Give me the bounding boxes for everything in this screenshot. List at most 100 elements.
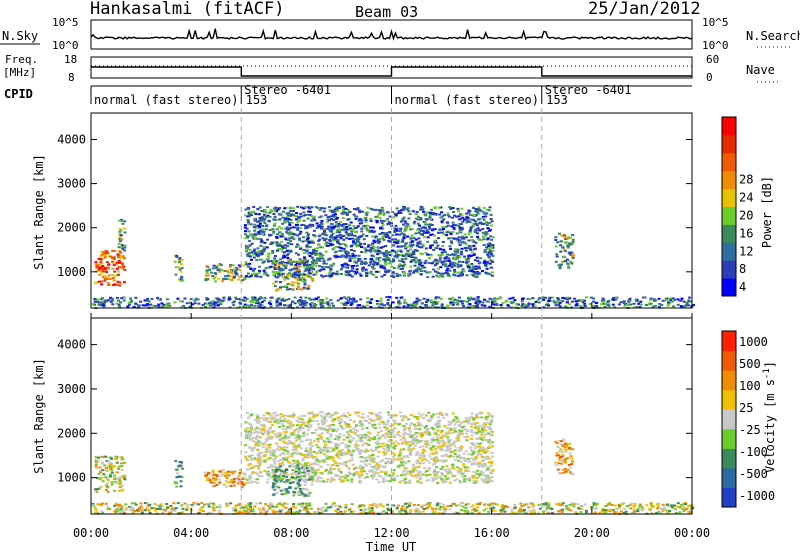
echo-cell: [234, 267, 238, 269]
echo-cell: [268, 216, 272, 218]
echo-cell: [421, 448, 425, 451]
echo-cell: [402, 237, 406, 240]
echo-cell: [402, 473, 406, 476]
echo-cell: [224, 474, 227, 477]
echo-cell: [215, 484, 219, 486]
echo-cell: [408, 481, 412, 484]
echo-cell: [467, 239, 471, 242]
echo-cell: [237, 264, 241, 267]
echo-cell: [281, 424, 285, 427]
echo-cell: [302, 435, 306, 438]
echo-cell: [365, 426, 369, 429]
echo-cell: [430, 427, 434, 429]
echo-cell: [331, 243, 335, 246]
echo-cell: [134, 302, 138, 305]
echo-cell: [651, 305, 655, 308]
echo-cell: [118, 489, 121, 492]
echo-cell: [249, 459, 253, 462]
echo-cell: [381, 266, 385, 269]
echo-cell: [179, 279, 183, 282]
echo-cell: [109, 296, 113, 299]
echo-cell: [165, 303, 169, 306]
echo-cell: [119, 251, 123, 254]
echo-cell: [325, 448, 329, 451]
echo-cell: [300, 261, 304, 264]
echo-cell: [333, 251, 337, 254]
echo-cell: [491, 469, 495, 472]
echo-cell: [237, 298, 241, 300]
echo-cell: [416, 432, 420, 434]
echo-cell: [115, 455, 119, 458]
echo-cell: [440, 231, 444, 234]
echo-cell: [467, 420, 471, 423]
echo-cell: [339, 470, 343, 473]
echo-cell: [457, 210, 460, 213]
echo-cell: [365, 211, 369, 214]
echo-cell: [379, 209, 383, 212]
echo-cell: [342, 296, 346, 299]
echo-cell: [355, 412, 359, 415]
echo-cell: [396, 245, 400, 248]
echo-cell: [474, 241, 478, 244]
echo-cell: [472, 476, 475, 479]
echo-cell: [97, 302, 101, 305]
freq-line: [91, 66, 692, 77]
echo-cell: [349, 304, 353, 306]
echo-cell: [311, 432, 315, 434]
echo-cell: [276, 233, 280, 236]
echo-cell: [482, 244, 486, 246]
echo-cell: [385, 296, 389, 299]
echo-cell: [367, 264, 371, 267]
echo-cell: [308, 272, 312, 275]
echo-cell: [311, 471, 315, 474]
echo-cell: [423, 236, 427, 239]
echo-cell: [258, 229, 262, 232]
echo-cell: [481, 427, 485, 430]
echo-cell: [272, 232, 276, 235]
cpid-segment-label: normal (fast stereo) 153: [395, 93, 568, 107]
echo-cell: [329, 435, 333, 438]
echo-cell: [459, 231, 463, 234]
echo-cell: [270, 210, 274, 213]
echo-cell: [365, 272, 369, 275]
echo-cell: [296, 287, 300, 290]
echo-cell: [460, 447, 464, 450]
echo-cell: [352, 213, 356, 216]
echo-cell: [667, 301, 670, 304]
echo-cell: [180, 263, 183, 266]
echo-cell: [362, 225, 366, 228]
echo-cell: [483, 425, 487, 428]
echo-cell: [396, 239, 400, 242]
echo-cell: [541, 296, 545, 299]
echo-cell: [246, 304, 250, 307]
echo-cell: [297, 462, 301, 465]
echo-cell: [418, 478, 422, 481]
echo-cell: [95, 467, 99, 469]
echo-cell: [314, 304, 318, 306]
echo-cell: [213, 304, 217, 307]
echo-cell: [488, 243, 492, 246]
echo-cell: [371, 460, 375, 463]
echo-cell: [264, 273, 268, 276]
echo-cell: [566, 246, 570, 249]
echo-cell: [317, 300, 321, 303]
echo-cell: [445, 265, 449, 268]
echo-cell: [435, 412, 439, 415]
echo-cell: [440, 275, 444, 278]
echo-cell: [196, 298, 200, 301]
echo-cell: [390, 431, 394, 434]
echo-cell: [482, 426, 486, 429]
echo-cell: [332, 449, 335, 452]
echo-cell: [382, 232, 386, 235]
echo-cell: [476, 298, 480, 301]
echo-cell: [484, 231, 488, 234]
echo-cell: [99, 266, 103, 269]
echo-cell: [463, 475, 467, 477]
echo-cell: [664, 298, 668, 301]
echo-cell: [559, 250, 563, 253]
echo-cell: [458, 273, 462, 276]
echo-cell: [322, 268, 326, 271]
echo-cell: [482, 212, 486, 215]
echo-cell: [440, 303, 444, 306]
echo-cell: [313, 461, 317, 464]
